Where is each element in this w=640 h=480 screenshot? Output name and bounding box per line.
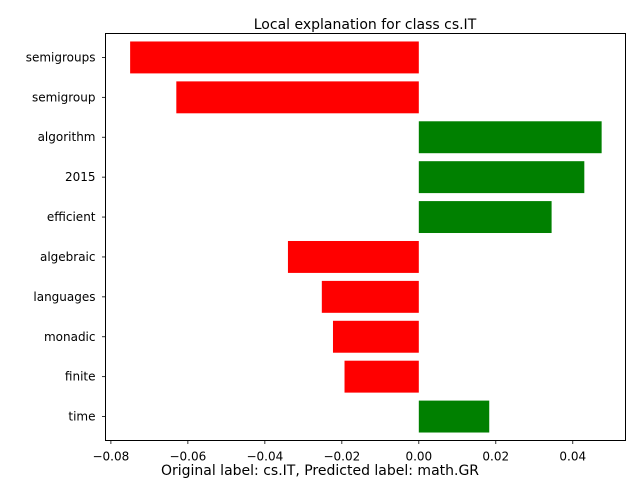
y-tick-label: time bbox=[68, 410, 95, 424]
y-tick-label: semigroups bbox=[26, 50, 96, 64]
x-axis-ticks: −0.08 −0.06 −0.04 −0.02 0.00 0.02 0.04 bbox=[92, 440, 586, 464]
x-tick-label: −0.04 bbox=[246, 450, 283, 464]
y-tick-label: efficient bbox=[47, 210, 96, 224]
x-tick-label: −0.08 bbox=[92, 450, 129, 464]
chart-caption: Original label: cs.IT, Predicted label: … bbox=[161, 463, 479, 479]
x-tick-label: 0.02 bbox=[482, 450, 509, 464]
x-tick-label: −0.06 bbox=[169, 450, 206, 464]
x-tick-label: 0.00 bbox=[405, 450, 432, 464]
y-tick-label: semigroup bbox=[32, 90, 96, 104]
bar-efficient bbox=[418, 201, 552, 234]
x-tick-label: 0.04 bbox=[559, 450, 586, 464]
y-tick-label: monadic bbox=[44, 330, 96, 344]
bar-languages bbox=[321, 280, 419, 313]
y-axis-ticks: semigroups semigroup algorithm 2015 efficien… bbox=[26, 50, 106, 424]
y-tick-label: algebraic bbox=[40, 250, 96, 264]
bar-semigroups bbox=[130, 41, 419, 74]
bar-monadic bbox=[332, 320, 419, 353]
chart-title: Local explanation for class cs.IT bbox=[254, 17, 477, 33]
x-tick-label: −0.02 bbox=[323, 450, 360, 464]
bar-time bbox=[418, 400, 490, 433]
bar-algorithm bbox=[418, 121, 602, 154]
y-tick-label: 2015 bbox=[65, 170, 96, 184]
bar-2015 bbox=[418, 161, 585, 194]
bar-semigroup bbox=[176, 81, 419, 114]
axes-frame bbox=[105, 33, 626, 441]
y-tick-label: algorithm bbox=[38, 130, 96, 144]
bar-algebraic bbox=[287, 240, 419, 273]
bar-group bbox=[130, 41, 602, 433]
y-tick-label: languages bbox=[33, 290, 95, 304]
bar-finite bbox=[344, 360, 419, 393]
y-tick-label: finite bbox=[65, 370, 96, 384]
